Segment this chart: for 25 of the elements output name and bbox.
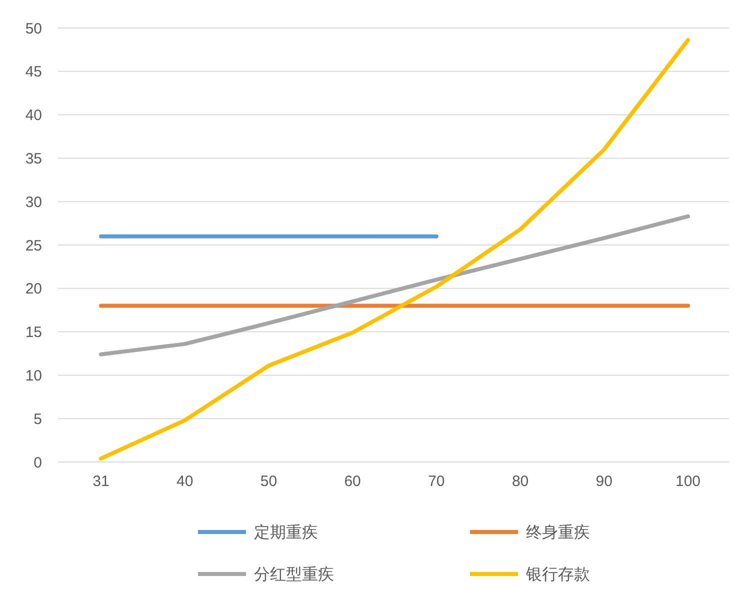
y-tick-label: 15: [25, 324, 42, 342]
y-tick-label: 5: [34, 410, 42, 428]
y-tick-label: 20: [25, 280, 42, 298]
y-tick-label: 45: [25, 64, 42, 81]
x-tick-label: 70: [428, 473, 445, 490]
x-tick-label: 60: [344, 473, 361, 490]
y-tick-label: 10: [25, 367, 42, 384]
line-series: [99, 38, 690, 461]
legend-label: 终身重疾: [526, 524, 590, 542]
legend-label: 银行存款: [525, 566, 590, 584]
y-tick-label: 40: [25, 107, 42, 124]
x-tick-label: 40: [176, 473, 194, 490]
y-tick-label: 50: [25, 20, 42, 38]
x-tick-label: 100: [675, 473, 701, 490]
y-tick-label: 25: [25, 237, 42, 254]
y-tick-label: 35: [25, 150, 42, 168]
x-tick-label: 50: [260, 473, 278, 490]
y-tick-label: 30: [25, 194, 42, 211]
y-tick-label: 0: [34, 454, 42, 472]
line-series: [99, 214, 690, 356]
legend-label: 分红型重疾: [254, 566, 334, 584]
x-tick-label: 90: [596, 473, 612, 490]
x-tick-label: 31: [92, 473, 110, 490]
x-tick-label: 80: [512, 473, 529, 490]
legend-label: 定期重疾: [254, 524, 318, 542]
